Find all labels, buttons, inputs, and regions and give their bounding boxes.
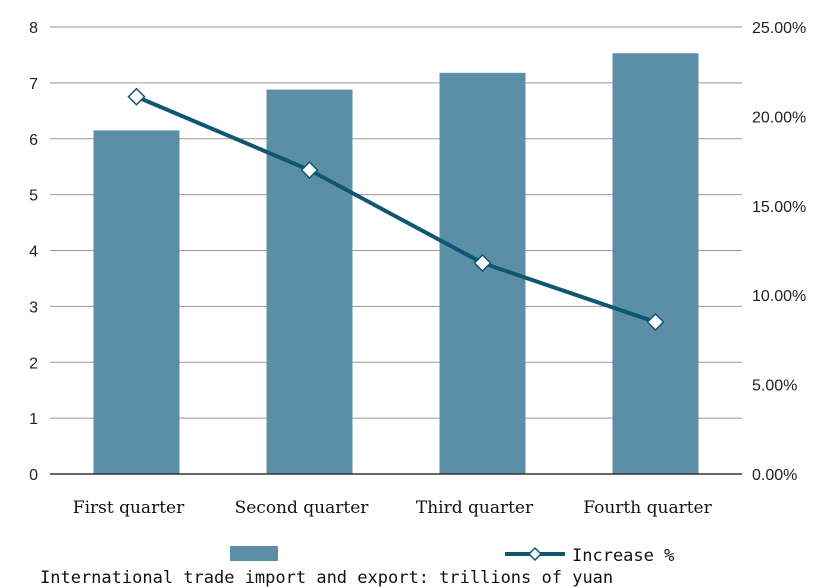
left-tick-label: 3 xyxy=(29,299,38,316)
left-tick-label: 0 xyxy=(29,467,38,484)
left-tick-label: 7 xyxy=(29,76,38,93)
x-tick-label: First quarter xyxy=(73,498,185,518)
right-tick-label: 20.00% xyxy=(752,109,806,126)
right-tick-label: 0.00% xyxy=(752,467,797,484)
bar xyxy=(612,53,699,474)
right-tick-label: 10.00% xyxy=(752,288,806,305)
left-tick-label: 2 xyxy=(29,355,38,372)
legend-bar-swatch xyxy=(230,546,278,561)
left-tick-label: 5 xyxy=(29,188,38,205)
legend-line-marker xyxy=(527,546,543,562)
right-tick-label: 5.00% xyxy=(752,378,797,395)
bar xyxy=(93,130,180,474)
x-tick-label: Fourth quarter xyxy=(583,498,712,518)
line-point-marker xyxy=(300,160,319,180)
line-point-marker xyxy=(127,87,146,106)
line-point-marker xyxy=(646,312,665,332)
increase-line xyxy=(135,94,657,324)
legend: Increase % xyxy=(230,546,674,566)
left-tick-label: 1 xyxy=(29,411,38,428)
x-tick-label: Third quarter xyxy=(416,498,534,518)
bar xyxy=(266,89,353,474)
x-tick-label: Second quarter xyxy=(235,498,370,518)
left-tick-label: 8 xyxy=(29,20,38,37)
left-tick-label: 4 xyxy=(29,244,38,261)
left-axis-ticks: 0 1 2 3 4 5 6 7 8 xyxy=(29,20,38,484)
right-tick-label: 15.00% xyxy=(752,199,806,216)
line-series xyxy=(127,87,665,332)
chart-caption: International trade import and export: t… xyxy=(40,568,613,588)
right-axis-ticks: 0.00% 5.00% 10.00% 15.00% 20.00% 25.00% xyxy=(752,20,806,484)
left-tick-label: 6 xyxy=(29,132,38,149)
right-tick-label: 25.00% xyxy=(752,20,806,37)
x-axis-ticks: First quarter Second quarter Third quarter… xyxy=(73,498,713,518)
legend-line-label: Increase % xyxy=(572,546,674,566)
line-point-marker xyxy=(473,253,492,273)
